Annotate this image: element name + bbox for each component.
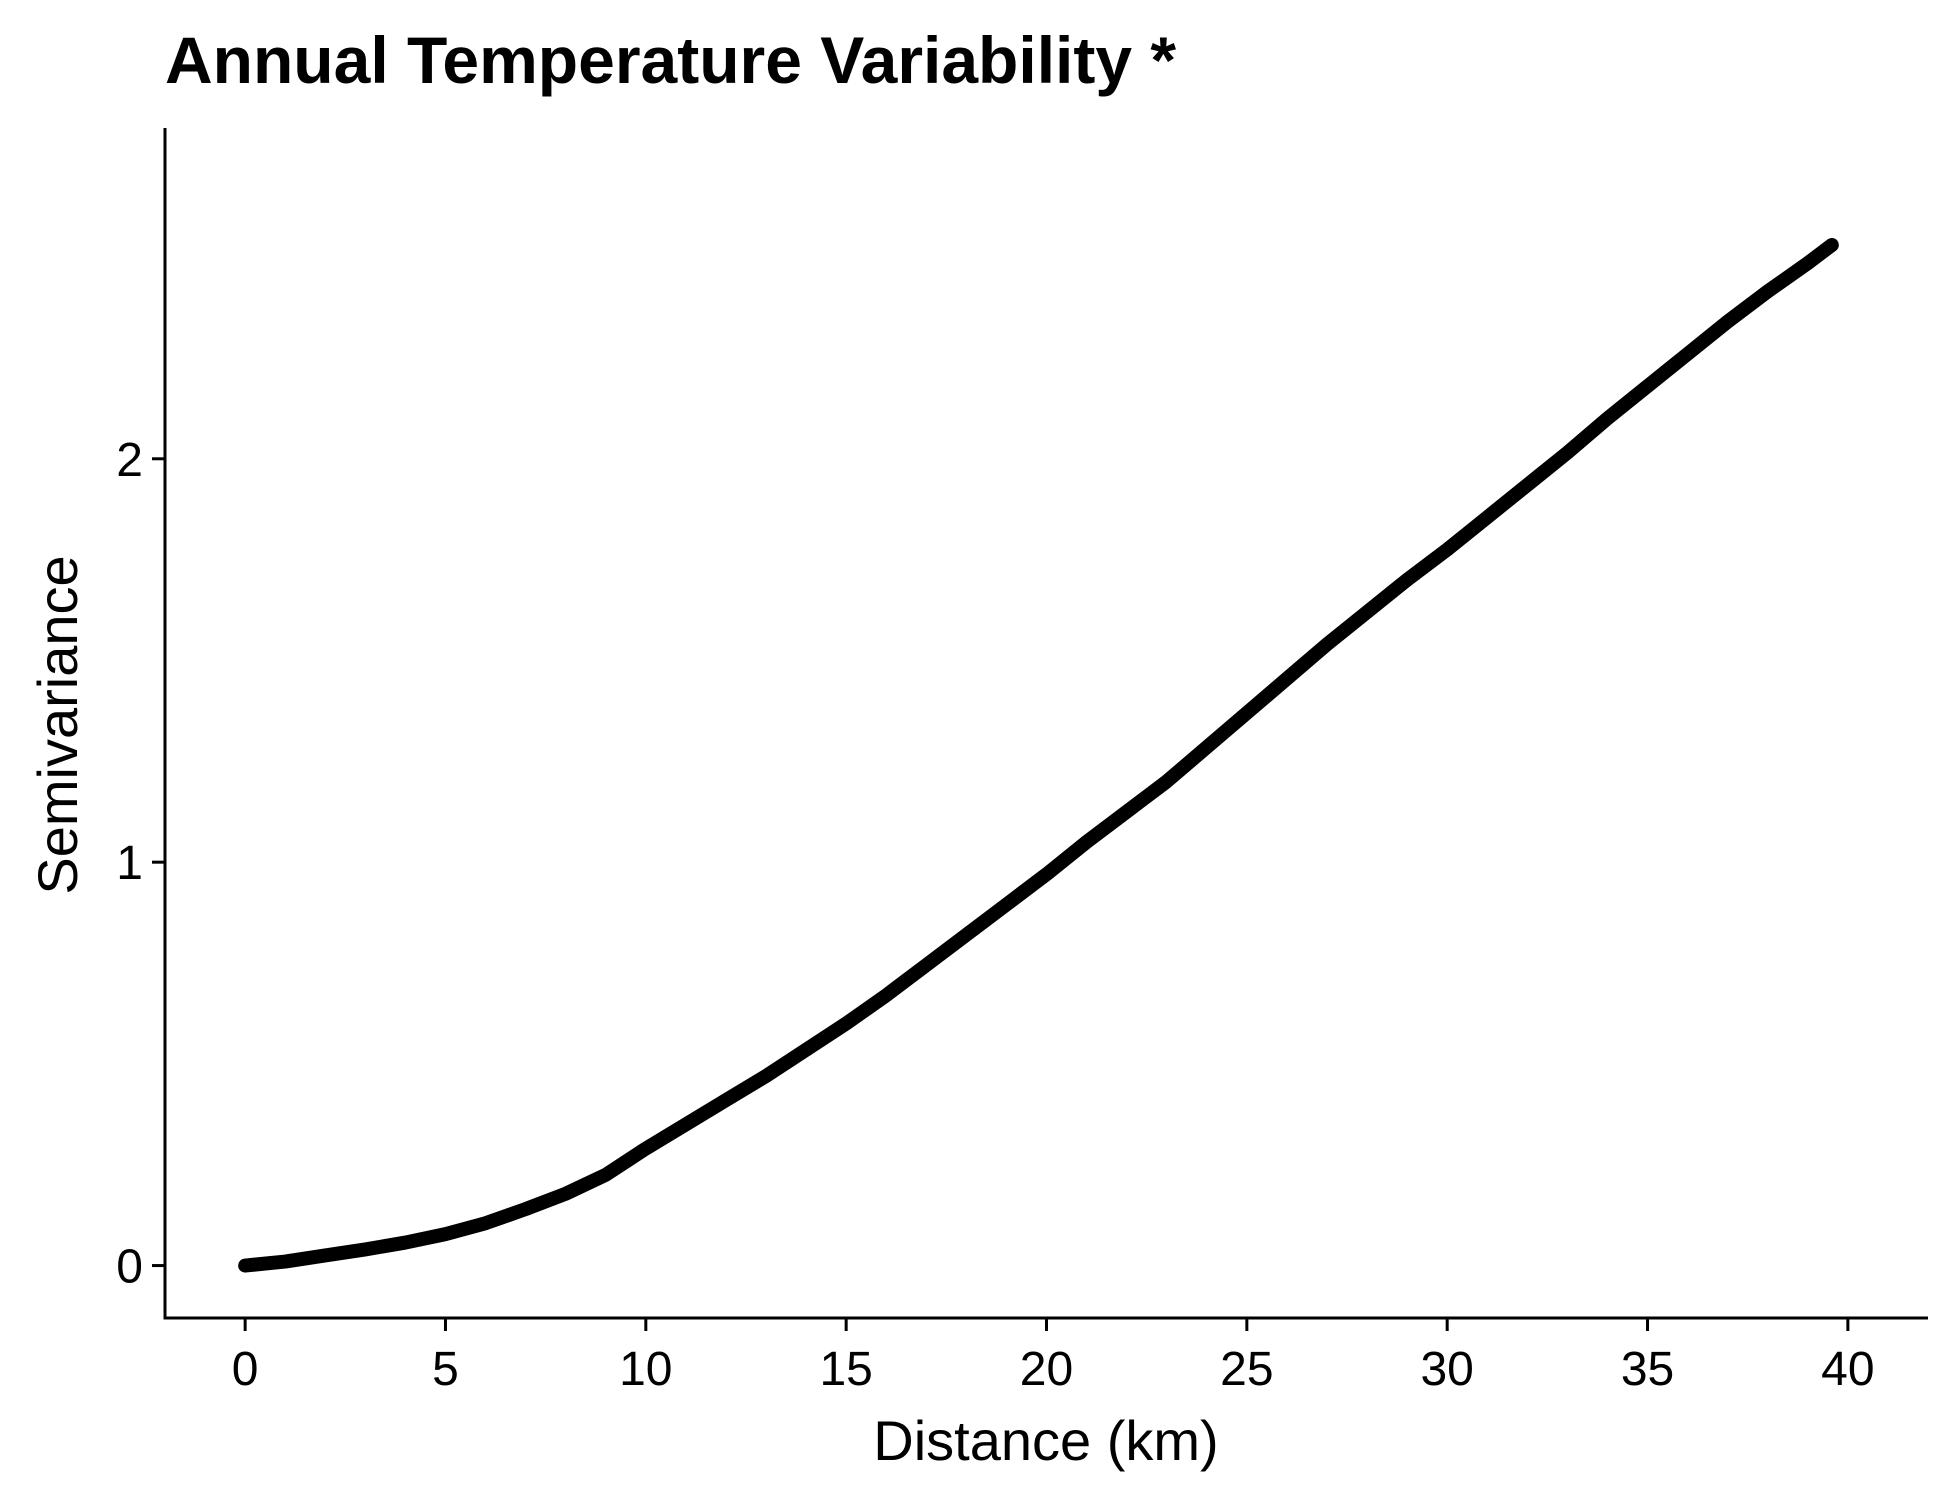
x-tick-label: 10 (619, 1343, 672, 1396)
x-tick-label: 5 (432, 1343, 459, 1396)
x-tick-label: 35 (1621, 1343, 1674, 1396)
x-axis-title: Distance (km) (873, 1409, 1218, 1472)
series-layer (238, 237, 1839, 1273)
y-tick-label: 0 (116, 1241, 143, 1294)
x-tick-label: 25 (1220, 1343, 1273, 1396)
x-tick-label: 20 (1020, 1343, 1073, 1396)
x-ticks: 0 5 10 15 20 25 30 35 40 (232, 1318, 1875, 1396)
series-line (238, 237, 1839, 1273)
x-tick-label: 15 (819, 1343, 872, 1396)
x-tick-label: 40 (1821, 1343, 1874, 1396)
y-axis-title: Semivariance (26, 555, 89, 894)
chart-title: Annual Temperature Variability * (165, 23, 1176, 97)
y-ticks: 0 1 2 (116, 434, 165, 1294)
y-tick-label: 1 (116, 837, 143, 890)
axes (163, 128, 1928, 1320)
y-tick-label: 2 (116, 434, 143, 487)
x-tick-label: 30 (1420, 1343, 1473, 1396)
x-tick-label: 0 (232, 1343, 259, 1396)
